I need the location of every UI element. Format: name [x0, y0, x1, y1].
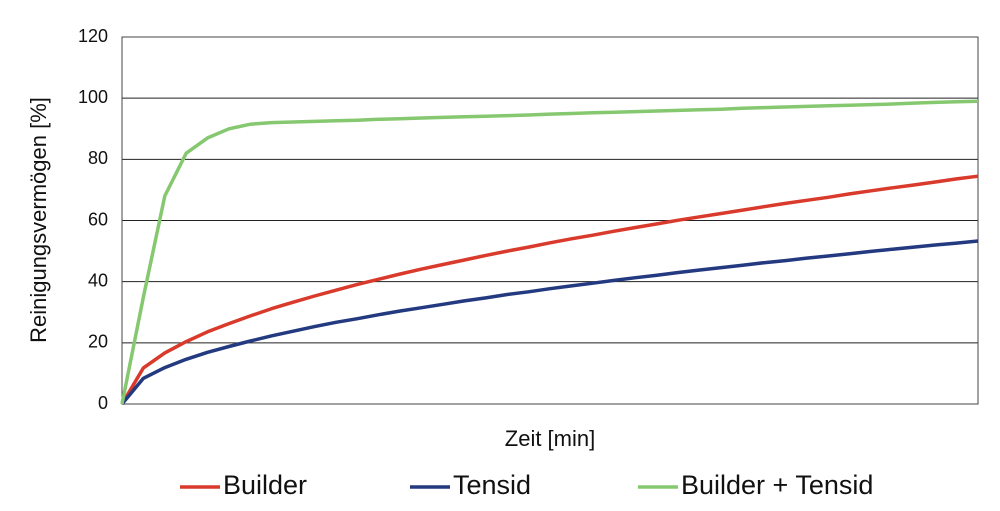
plot-frame — [121, 36, 979, 405]
y-tick-label: 80 — [88, 148, 108, 168]
y-tick-label: 120 — [78, 26, 108, 46]
y-tick-label: 100 — [78, 87, 108, 107]
x-axis-label: Zeit [min] — [505, 426, 595, 451]
legend-label: Builder — [223, 470, 307, 500]
y-axis-label: Reinigungsvermögen [%] — [26, 97, 51, 343]
legend-label: Builder + Tensid — [681, 470, 873, 500]
y-tick-label: 0 — [98, 393, 108, 413]
series-line — [120, 174, 979, 405]
y-tick-label: 20 — [88, 332, 108, 352]
y-tick-label: 60 — [88, 209, 108, 229]
y-tick-label: 40 — [88, 270, 108, 290]
series-line — [120, 239, 979, 406]
legend-label: Tensid — [453, 470, 531, 500]
series-line — [120, 99, 979, 405]
